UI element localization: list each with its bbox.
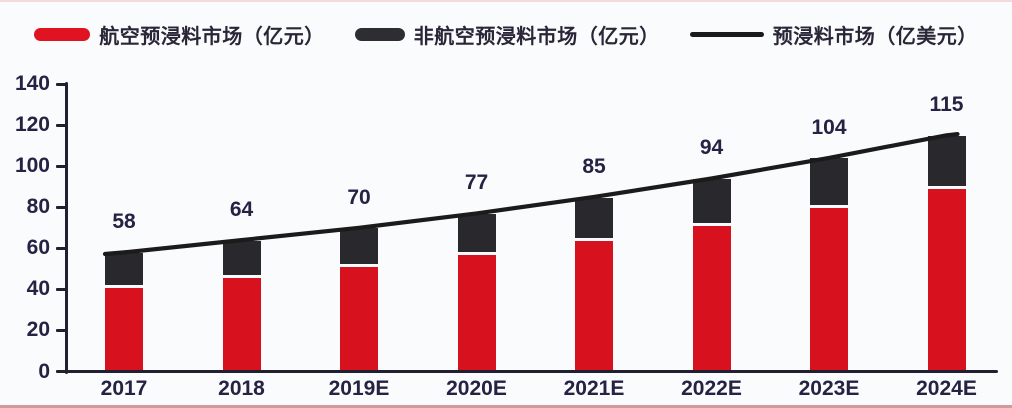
x-tick-label: 2021E (563, 377, 625, 400)
value-label: 104 (811, 115, 847, 139)
value-label: 58 (112, 210, 136, 234)
y-tick-label: 140 (14, 72, 50, 95)
x-tick-label: 2023E (798, 377, 860, 400)
bar-non-aviation (457, 213, 496, 252)
x-axis (65, 370, 998, 373)
value-label: 94 (699, 136, 724, 160)
y-tick (56, 123, 66, 127)
y-tick (56, 82, 66, 86)
bar-non-aviation (692, 179, 731, 224)
black-line-swatch-icon (689, 31, 764, 37)
legend-label-total-line: 预浸料市场（亿美元） (772, 25, 978, 48)
bar-non-aviation (222, 240, 261, 275)
y-tick-label: 0 (38, 359, 50, 383)
y-tick (56, 164, 66, 168)
value-label: 115 (929, 93, 964, 117)
bar-non-aviation (105, 252, 143, 285)
bar-aviation (457, 255, 496, 370)
y-tick-label: 60 (26, 236, 50, 260)
bar-aviation (927, 189, 966, 370)
bar-aviation (105, 287, 143, 370)
y-tick-label: 120 (14, 113, 50, 137)
x-tick-label: 2018 (218, 377, 265, 400)
bar-aviation (692, 226, 731, 370)
red-bar-swatch-icon (34, 27, 91, 41)
bar-aviation (222, 277, 261, 370)
x-tick-label: 2024E (916, 377, 977, 400)
value-label: 85 (582, 154, 606, 178)
x-tick-label: 2022E (681, 377, 742, 400)
value-label: 70 (347, 185, 371, 209)
dark-bar-swatch-icon (354, 27, 405, 41)
bar-non-aviation (810, 158, 848, 205)
y-tick-label: 40 (26, 277, 50, 301)
value-label: 77 (464, 171, 489, 195)
legend-item-total-line: 预浸料市场（亿美元） (689, 20, 978, 49)
x-tick-label: 2019E (328, 377, 390, 400)
y-tick (56, 287, 66, 291)
bar-non-aviation (927, 135, 966, 187)
y-tick (56, 246, 66, 250)
y-tick-label: 80 (26, 195, 50, 219)
legend-label-non-aviation: 非航空预浸料市场（亿元） (413, 25, 660, 48)
y-tick (56, 328, 66, 332)
bar-aviation (575, 240, 613, 370)
x-tick-label: 2017 (100, 377, 148, 400)
x-tick-label: 2020E (446, 377, 507, 400)
legend-item-non-aviation: 非航空预浸料市场（亿元） (354, 20, 660, 49)
bar-aviation (340, 267, 378, 370)
y-tick-label: 20 (26, 318, 50, 342)
bar-non-aviation (340, 228, 378, 265)
chart-legend: 航空预浸料市场（亿元） 非航空预浸料市场（亿元） 预浸料市场（亿美元） (0, 20, 1012, 48)
legend-label-aviation: 航空预浸料市场（亿元） (99, 25, 325, 48)
y-axis (65, 82, 68, 374)
bar-aviation (810, 207, 848, 370)
bottom-accent-rule (0, 405, 1012, 408)
y-tick (56, 205, 66, 209)
top-accent-rule (0, 0, 1012, 2)
value-label: 64 (229, 198, 254, 222)
y-tick-label: 100 (14, 154, 50, 178)
y-tick (56, 370, 66, 373)
bar-non-aviation (575, 197, 613, 238)
legend-item-aviation: 航空预浸料市场（亿元） (34, 20, 325, 49)
